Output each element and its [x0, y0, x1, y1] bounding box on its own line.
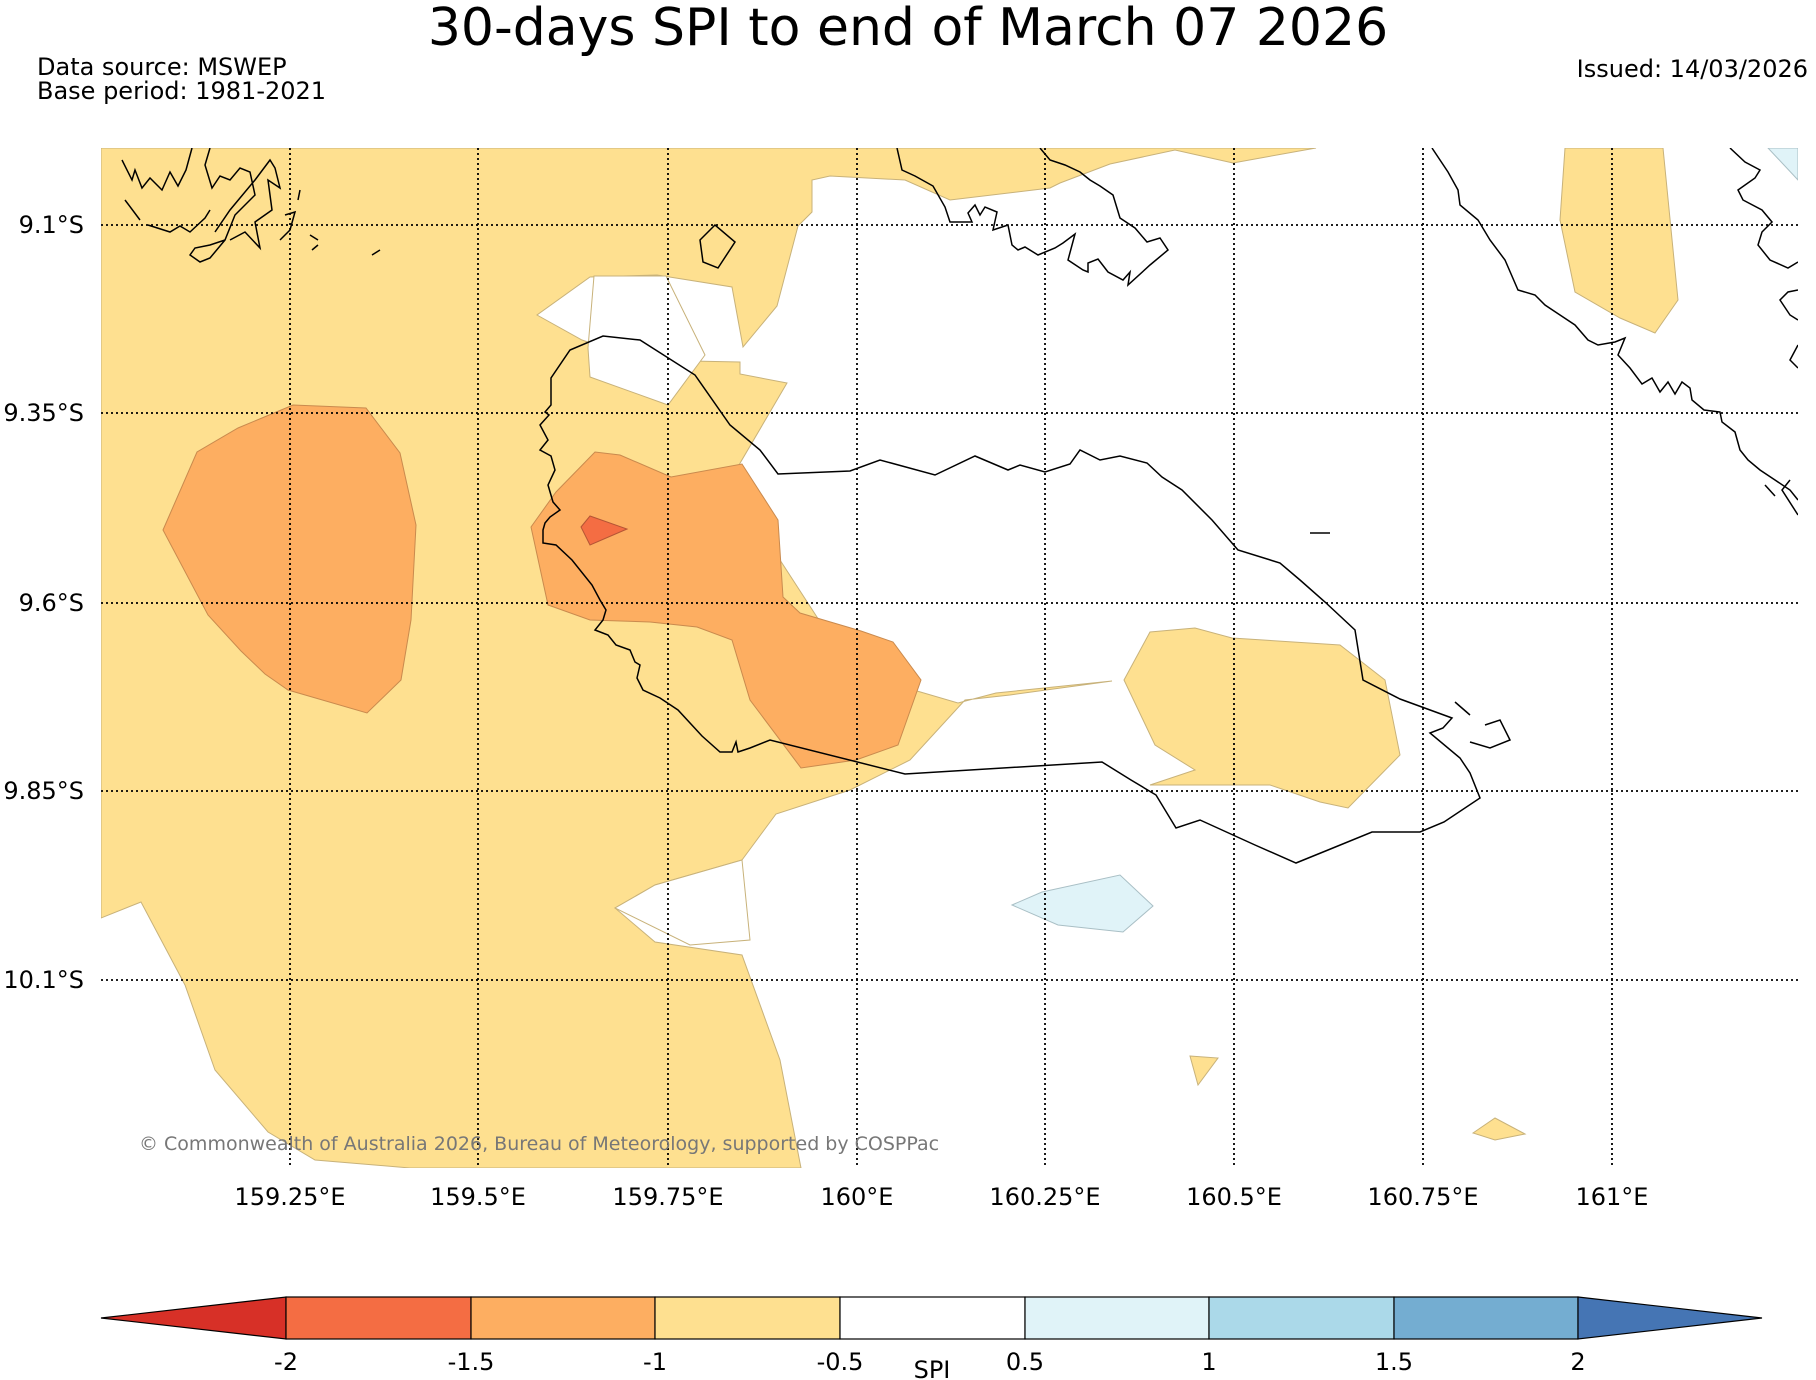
lon-label: 159.25°E [234, 1183, 345, 1211]
graticule [101, 148, 1798, 1168]
colorbar-tick: -1 [643, 1348, 667, 1376]
lon-label: 160°E [821, 1183, 894, 1211]
coastline-north-west-islands [121, 148, 381, 263]
spi-region-dry-islet-2 [1471, 1117, 1527, 1141]
lat-label: 9.35°S [3, 399, 84, 427]
longitude-labels: 159.25°E 159.5°E 159.75°E 160°E 160.25°E… [234, 1183, 1648, 1211]
lat-label: 9.85°S [3, 777, 84, 805]
colorbar-label: SPI [914, 1356, 951, 1380]
lon-label: 159.75°E [612, 1183, 723, 1211]
lat-label: 9.1°S [19, 211, 84, 239]
colorbar-tick: -0.5 [817, 1348, 864, 1376]
latitude-labels: 9.1°S 9.35°S 9.6°S 9.85°S 10.1°S [3, 211, 84, 994]
colorbar-extend-low [100, 1296, 287, 1340]
coastline-florida-islands [896, 148, 1169, 287]
spi-region-wet-patch [1010, 874, 1154, 933]
lon-label: 160.5°E [1186, 1183, 1282, 1211]
spi-region-dry-north-east [1559, 148, 1679, 334]
lon-label: 160.25°E [989, 1183, 1100, 1211]
coastline-sliver-islands [1310, 484, 1776, 749]
map-title: 30-days SPI to end of March 07 2026 [427, 0, 1389, 58]
spi-region-drier-central [530, 451, 922, 769]
colorbar-bin [1393, 1296, 1579, 1340]
colorbar-tick: -2 [274, 1348, 298, 1376]
base-period-text: Base period: 1981-2021 [37, 77, 327, 105]
spi-region-dry-east-centre [1123, 627, 1401, 809]
colorbar-bin [285, 1296, 472, 1340]
coastline-malaita [1431, 148, 1798, 516]
spi-region-wet-corner [1767, 148, 1798, 181]
colorbar-tick: 0.5 [1006, 1348, 1044, 1376]
spi-region-very-dry-spot [580, 515, 629, 546]
colorbar-tick: -1.5 [448, 1348, 495, 1376]
colorbar-bin [470, 1296, 656, 1340]
lat-label: 10.1°S [3, 966, 84, 994]
colorbar-extend-high [1577, 1296, 1763, 1340]
issued-date: Issued: 14/03/2026 [1576, 55, 1808, 83]
spi-region-normal-hole-2 [613, 859, 751, 946]
copyright-notice: © Commonwealth of Australia 2026, Bureau… [139, 1133, 939, 1155]
coastline-savo-island [699, 223, 736, 269]
colorbar-bin [839, 1296, 1026, 1340]
spi-region-dry-islet-1 [1189, 1055, 1219, 1087]
colorbar-bin [654, 1296, 841, 1340]
colorbar-tick: 1.5 [1375, 1348, 1413, 1376]
lon-label: 161°E [1576, 1183, 1649, 1211]
lat-label: 9.6°S [19, 589, 84, 617]
map-plot-area [101, 148, 1798, 1168]
lon-label: 159.5°E [430, 1183, 526, 1211]
data-info: Data source: MSWEP Base period: 1981-202… [37, 55, 326, 103]
coastlines [121, 148, 1798, 864]
colorbar-tick: 1 [1201, 1348, 1216, 1376]
colorbar-bin [1024, 1296, 1210, 1340]
data-source-text: Data source: MSWEP [37, 53, 287, 81]
lon-label: 160.75°E [1367, 1183, 1478, 1211]
colorbar-tick: 2 [1570, 1348, 1585, 1376]
colorbar: -2 -1.5 -1 -0.5 0.5 1 1.5 2 [100, 1296, 1763, 1376]
coastline-guadalcanal [538, 335, 1481, 864]
colorbar-bin [1208, 1296, 1395, 1340]
coastline-malaita-coast-east [1729, 148, 1798, 369]
